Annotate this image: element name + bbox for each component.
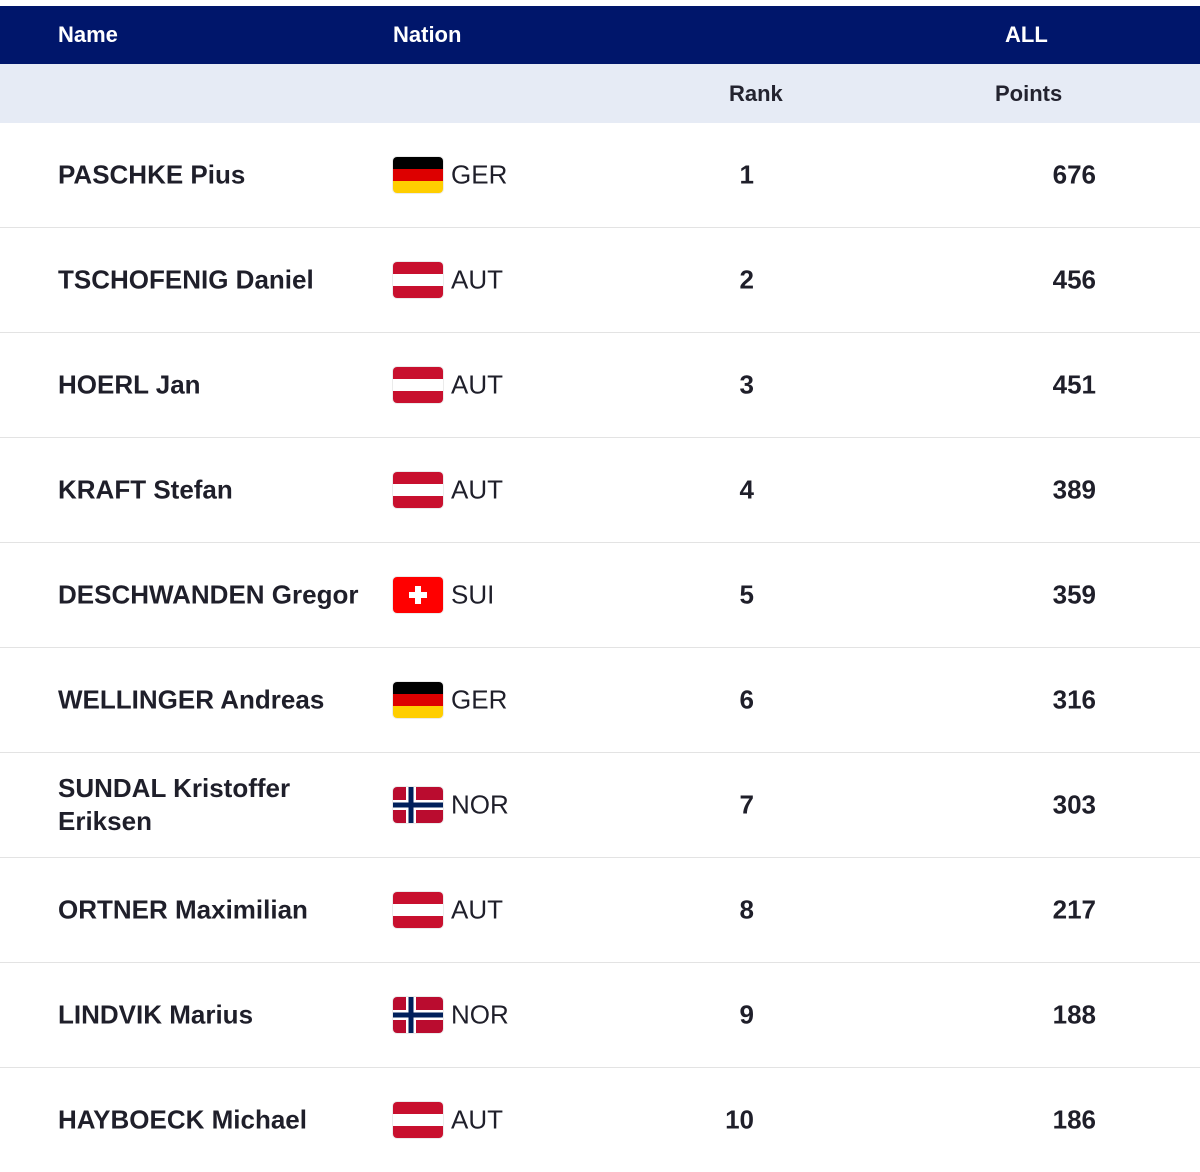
column-group-all: ALL	[1005, 22, 1048, 47]
nation-code: NOR	[451, 789, 509, 820]
athlete-name[interactable]: HAYBOECK Michael	[58, 1104, 307, 1135]
table-row[interactable]: ORTNER Maximilian AUT 8 217	[0, 858, 1200, 963]
athlete-name[interactable]: ORTNER Maximilian	[58, 894, 308, 925]
rank-value: 3	[739, 369, 754, 400]
flag-icon	[393, 682, 443, 718]
rank-value: 2	[739, 264, 754, 295]
column-header-rank[interactable]: Rank	[729, 81, 783, 106]
points-value: 359	[1052, 579, 1096, 610]
rank-value: 5	[739, 579, 754, 610]
table-row[interactable]: HOERL Jan AUT 3 451	[0, 333, 1200, 438]
points-value: 316	[1052, 684, 1096, 715]
flag-icon	[393, 472, 443, 508]
points-value: 186	[1052, 1104, 1096, 1135]
column-header-points[interactable]: Points	[995, 81, 1063, 106]
points-value: 451	[1052, 369, 1096, 400]
standings-table: Name Nation ALL Rank Points PASCHKE Pius…	[0, 6, 1200, 1172]
athlete-name[interactable]: TSCHOFENIG Daniel	[58, 264, 314, 295]
athlete-name[interactable]: LINDVIK Marius	[58, 999, 254, 1030]
table-row[interactable]: LINDVIK Marius NOR 9 188	[0, 963, 1200, 1068]
points-value: 188	[1052, 999, 1096, 1030]
nation-code: GER	[451, 159, 508, 190]
table-row[interactable]: KRAFT Stefan AUT 4 389	[0, 438, 1200, 543]
nation-code: AUT	[451, 474, 503, 505]
athlete-name[interactable]: HOERL Jan	[58, 369, 201, 400]
nation-code: AUT	[451, 369, 503, 400]
athlete-name[interactable]: SUNDAL Kristoffer Eriksen	[58, 773, 291, 836]
rank-value: 8	[739, 894, 754, 925]
flag-icon	[393, 1102, 443, 1138]
flag-icon	[393, 157, 443, 193]
flag-icon	[393, 577, 443, 613]
flag-icon	[393, 787, 443, 823]
rank-value: 10	[725, 1104, 754, 1135]
rank-value: 9	[739, 999, 754, 1030]
nation-code: AUT	[451, 264, 503, 295]
column-header-nation[interactable]: Nation	[393, 22, 462, 47]
athlete-name[interactable]: KRAFT Stefan	[58, 474, 233, 505]
rank-value: 7	[739, 789, 754, 820]
table-header: Name Nation ALL	[0, 6, 1200, 64]
athlete-name[interactable]: DESCHWANDEN Gregor	[58, 579, 359, 610]
nation-code: AUT	[451, 1104, 503, 1135]
column-header-name[interactable]: Name	[58, 22, 118, 47]
table-row[interactable]: TSCHOFENIG Daniel AUT 2 456	[0, 228, 1200, 333]
table-row[interactable]: HAYBOECK Michael AUT 10 186	[0, 1068, 1200, 1172]
rank-value: 4	[739, 474, 754, 505]
flag-icon	[393, 262, 443, 298]
table-row[interactable]: WELLINGER Andreas GER 6 316	[0, 648, 1200, 753]
athlete-name[interactable]: WELLINGER Andreas	[58, 684, 325, 715]
nation-code: AUT	[451, 894, 503, 925]
flag-icon	[393, 892, 443, 928]
nation-code: GER	[451, 684, 508, 715]
points-value: 303	[1052, 789, 1096, 820]
table-row[interactable]: DESCHWANDEN Gregor SUI 5 359	[0, 543, 1200, 648]
table-subheader: Rank Points	[0, 64, 1200, 123]
nation-code: NOR	[451, 999, 509, 1030]
table-row[interactable]: SUNDAL Kristoffer Eriksen NOR 7 303	[0, 753, 1200, 858]
flag-icon	[393, 997, 443, 1033]
flag-icon	[393, 367, 443, 403]
athlete-name[interactable]: PASCHKE Pius	[58, 159, 246, 190]
points-value: 217	[1052, 894, 1096, 925]
table-row[interactable]: PASCHKE Pius GER 1 676	[0, 123, 1200, 228]
nation-code: SUI	[451, 579, 495, 610]
points-value: 389	[1052, 474, 1096, 505]
rank-value: 1	[739, 159, 754, 190]
points-value: 676	[1052, 159, 1096, 190]
table-body: PASCHKE Pius GER 1 676 TSCHOFENIG Daniel AUT 2…	[0, 123, 1200, 1172]
rank-value: 6	[739, 684, 754, 715]
points-value: 456	[1052, 264, 1096, 295]
